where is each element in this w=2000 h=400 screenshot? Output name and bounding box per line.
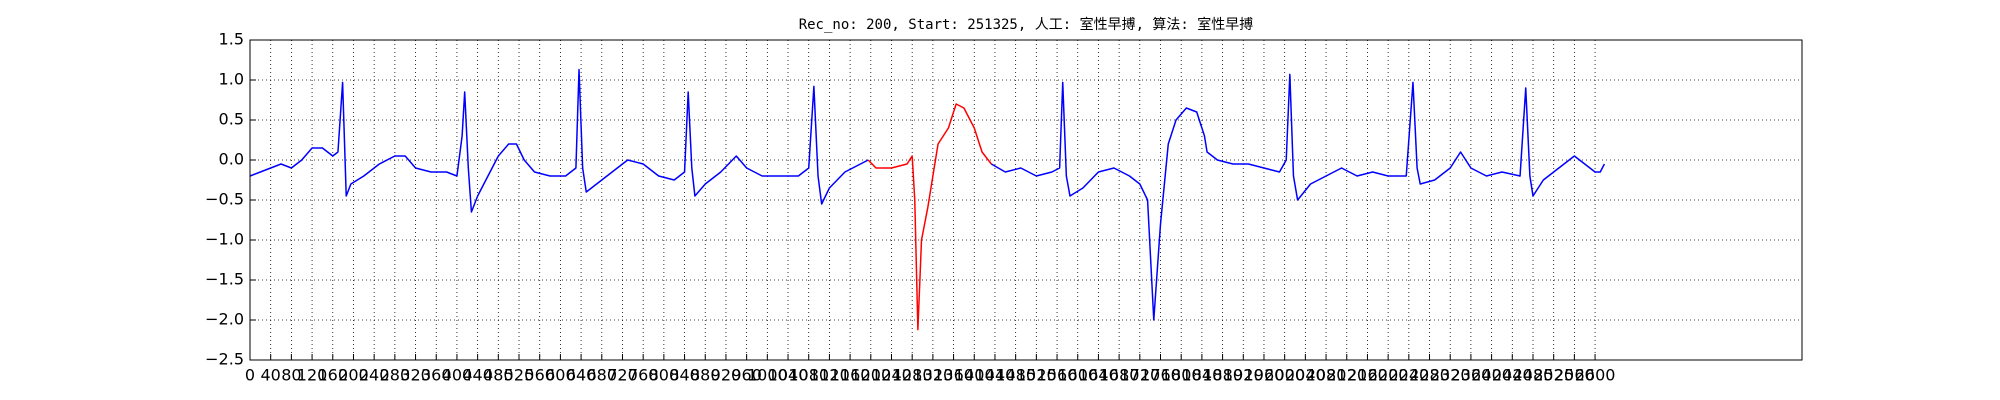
x-tick-label: 1520 [1016,366,1057,385]
x-tick-label: 1600 [1057,366,1098,385]
x-tick-label: 80 [281,366,301,385]
x-tick-label: 40 [261,366,281,385]
x-tick-label: 760 [628,366,659,385]
x-tick-label: 1960 [1244,366,1285,385]
x-tick-label: 360 [421,366,452,385]
x-tick-label: 2080 [1306,366,1347,385]
x-tick-label: 2600 [1575,366,1616,385]
y-tick-label: −1.5 [205,270,244,289]
x-tick-label: 1440 [975,366,1016,385]
ecg-line [867,103,992,331]
x-tick-label: 880 [690,366,721,385]
x-tick-label: 1560 [1037,366,1078,385]
x-tick-label: 1080 [788,366,829,385]
x-tick-label: 1360 [933,366,974,385]
x-tick-label: 1320 [913,366,954,385]
x-tick-label: 1480 [995,366,1036,385]
x-tick-label: 920 [711,366,742,385]
x-tick-label: 2000 [1264,366,1305,385]
x-tick-label: 200 [338,366,369,385]
x-tick-label: 640 [566,366,597,385]
x-tick-label: 2440 [1492,366,1533,385]
x-tick-label: 600 [545,366,576,385]
x-tick-label: 2560 [1554,366,1595,385]
y-tick-label: −2.5 [205,350,244,369]
x-tick-label: 720 [607,366,638,385]
x-tick-label: 1920 [1223,366,1264,385]
x-tick-label: 2360 [1451,366,1492,385]
x-tick-label: 840 [669,366,700,385]
x-tick-label: 1640 [1078,366,1119,385]
x-tick-label: 2320 [1430,366,1471,385]
x-tick-label: 520 [504,366,535,385]
x-tick-label: 1680 [1099,366,1140,385]
x-tick-label: 1040 [768,366,809,385]
x-tick-label: 2120 [1326,366,1367,385]
x-tick-label: 160 [317,366,348,385]
x-tick-label: 2520 [1533,366,1574,385]
x-tick-label: 2400 [1471,366,1512,385]
y-tick-label: −1.0 [205,230,244,249]
x-tick-label: 1800 [1161,366,1202,385]
x-tick-label: 1160 [830,366,871,385]
x-tick-label: 2480 [1513,366,1554,385]
plot-frame [249,39,1803,361]
x-tick-label: 1400 [954,366,995,385]
x-tick-label: 960 [731,366,762,385]
chart-title: Rec_no: 200, Start: 251325, 人工: 室性早搏, 算法… [799,16,1254,33]
x-tick-label: 1280 [892,366,933,385]
x-tick-label: 2160 [1347,366,1388,385]
y-tick-label: 1.0 [219,70,244,89]
x-tick-label: 480 [483,366,514,385]
x-tick-label: 120 [297,366,328,385]
x-tick-label: 1200 [850,366,891,385]
x-tick-label: 320 [400,366,431,385]
x-tick-label: 680 [587,366,618,385]
x-tick-label: 800 [649,366,680,385]
x-tick-label: 1720 [1119,366,1160,385]
x-tick-label: 2240 [1388,366,1429,385]
x-tick-label: 560 [524,366,555,385]
x-tick-label: 1840 [1182,366,1223,385]
x-tick-label: 2280 [1409,366,1450,385]
x-tick-label: 440 [462,366,493,385]
x-tick-label: 400 [442,366,473,385]
y-tick-label: 0.5 [219,110,244,129]
x-tick-label: 1240 [871,366,912,385]
x-tick-label: 2200 [1368,366,1409,385]
y-tick-label: −2.0 [205,310,244,329]
x-tick-label: 1880 [1202,366,1243,385]
ecg-line [249,68,1606,321]
x-tick-label: 240 [359,366,390,385]
x-tick-label: 0 [245,366,255,385]
x-tick-label: 1120 [809,366,850,385]
x-tick-label: 1760 [1140,366,1181,385]
y-tick-label: 0.0 [219,150,244,169]
x-tick-label: 1000 [747,366,788,385]
y-tick-label: −0.5 [205,190,244,209]
x-tick-label: 2040 [1285,366,1326,385]
y-tick-label: 1.5 [219,30,244,49]
x-tick-label: 280 [380,366,411,385]
